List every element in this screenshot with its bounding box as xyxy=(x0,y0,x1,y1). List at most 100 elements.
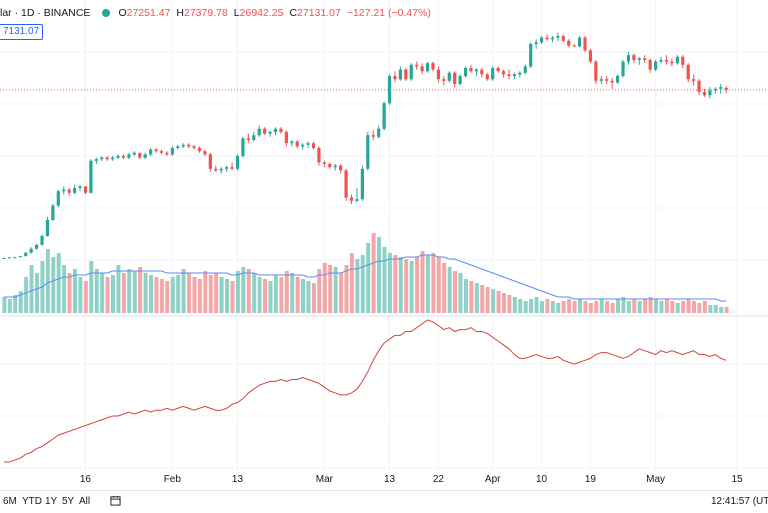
candle-body xyxy=(263,128,267,134)
bottom-toolbar: 6M YTD 1Y 5Y All 12:41:57 (UTC− xyxy=(0,490,768,513)
volume-bar xyxy=(643,299,648,313)
calendar-range-icon[interactable] xyxy=(110,495,121,506)
candle-body xyxy=(664,60,669,62)
x-tick-label: 10 xyxy=(536,474,548,485)
candle-body xyxy=(165,152,169,155)
volume-bar xyxy=(664,299,669,313)
candle-body xyxy=(105,157,109,160)
volume-bar xyxy=(377,237,382,313)
candle-body xyxy=(518,72,522,75)
range-all-button[interactable]: All xyxy=(79,496,91,507)
volume-bar xyxy=(208,275,213,313)
candle-body xyxy=(306,143,310,145)
candle-body xyxy=(393,76,397,80)
candle-body xyxy=(349,197,354,201)
candle-body xyxy=(83,186,88,193)
volume-bar xyxy=(523,301,528,313)
range-ytd-button[interactable]: YTD xyxy=(22,496,42,507)
x-tick-label: Feb xyxy=(164,474,182,485)
candle-body xyxy=(529,44,533,67)
candle-body xyxy=(78,186,82,188)
volume-bar xyxy=(149,275,154,313)
price-tag: 7131.07 xyxy=(0,24,44,40)
volume-bar xyxy=(534,297,539,313)
clock-readout[interactable]: 12:41:57 (UTC− xyxy=(711,496,768,507)
candle-body xyxy=(675,56,679,64)
volume-bar xyxy=(176,275,181,313)
volume-bar xyxy=(371,233,376,313)
candle-body xyxy=(181,144,185,147)
volume-bar xyxy=(632,299,637,313)
candle-body xyxy=(176,146,180,148)
candle-body xyxy=(572,45,576,47)
close-label: C xyxy=(289,7,298,19)
candle-body xyxy=(577,37,582,47)
candle-body xyxy=(111,157,115,160)
volume-bar xyxy=(567,299,572,313)
volume-bar xyxy=(127,269,132,313)
candle-body xyxy=(116,156,120,158)
candle-body xyxy=(681,56,685,65)
candle-body xyxy=(339,165,343,171)
volume-bar xyxy=(257,277,262,313)
range-5y-button[interactable]: 5Y xyxy=(62,496,75,507)
candle-body xyxy=(550,37,555,40)
volume-bar xyxy=(225,279,230,313)
volume-bar xyxy=(436,257,441,313)
candle-body xyxy=(143,154,147,158)
volume-bar xyxy=(311,283,316,313)
volume-bar xyxy=(56,253,61,313)
volume-bar xyxy=(273,275,278,313)
range-1y-button[interactable]: 1Y xyxy=(45,496,58,507)
range-6m-button[interactable]: 6M xyxy=(3,496,17,507)
candle-body xyxy=(610,80,614,83)
candle-body xyxy=(208,154,212,169)
volume-bar xyxy=(615,299,620,313)
candle-body xyxy=(501,71,506,75)
volume-bar xyxy=(556,303,561,313)
volume-bar xyxy=(78,277,83,313)
candle-body xyxy=(436,69,440,80)
candle-body xyxy=(355,199,359,201)
chart-legend: lar · 1D · BINANCE O27251.47 H27379.78 L… xyxy=(0,4,431,22)
candle-body xyxy=(187,144,191,147)
volume-bar xyxy=(415,257,420,313)
volume-bar xyxy=(594,301,599,313)
change-value: −127.21 (−0.47%) xyxy=(346,7,431,19)
low-label: L xyxy=(233,7,240,19)
volume-bar xyxy=(577,299,582,313)
volume-bar xyxy=(529,299,534,313)
x-tick-label: May xyxy=(646,474,665,485)
volume-bar xyxy=(387,253,392,313)
candle-body xyxy=(328,164,332,168)
volume-bar xyxy=(94,269,99,313)
candle-body xyxy=(496,68,500,72)
volume-bar xyxy=(72,269,77,313)
volume-bar xyxy=(181,269,186,313)
x-tick-label: 13 xyxy=(384,474,396,485)
candle-body xyxy=(480,69,484,75)
volume-bar xyxy=(349,253,354,313)
x-tick-label: Apr xyxy=(485,474,501,485)
candle-body xyxy=(214,168,218,171)
close-value: 27131.07 xyxy=(297,7,341,19)
volume-bar xyxy=(89,261,94,313)
candle-body xyxy=(507,74,511,76)
volume-bar xyxy=(404,259,409,313)
symbol-label: lar · 1D · BINANCE xyxy=(0,7,91,19)
volume-bar xyxy=(2,297,7,313)
volume-bar xyxy=(583,301,588,313)
candlestick-chart[interactable]: 16 Feb 13 Mar 13 22 Apr 10 19 May 15 xyxy=(0,0,768,490)
volume-bar xyxy=(143,273,148,313)
volume-bar xyxy=(599,299,604,313)
candle-body xyxy=(225,167,229,169)
volume-bar xyxy=(425,255,430,313)
volume-bar xyxy=(18,291,23,313)
volume-bar xyxy=(192,277,197,313)
volume-bar xyxy=(453,271,458,313)
volume-bar xyxy=(539,301,544,313)
volume-bar xyxy=(165,281,170,313)
volume-bar xyxy=(719,307,724,313)
low-value: 26942.25 xyxy=(239,7,284,19)
candle-body xyxy=(539,37,544,43)
